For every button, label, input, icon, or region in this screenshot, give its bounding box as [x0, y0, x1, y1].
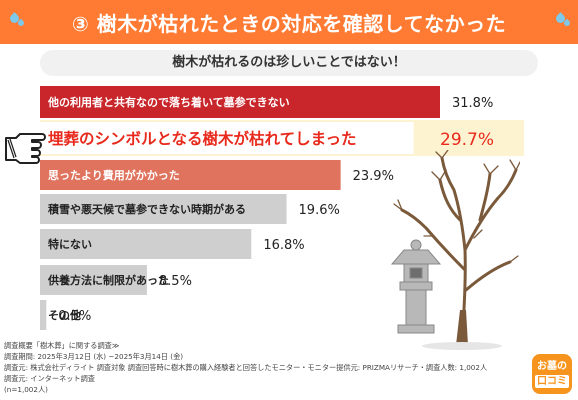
bar [40, 229, 252, 259]
bar-category-label: 特にない [48, 237, 92, 251]
bar-value-label: 19.6% [299, 203, 340, 218]
bar [40, 194, 287, 224]
bar [40, 160, 341, 190]
bar-category-label: 積雪や悪天候で墓参できない時期がある [47, 202, 246, 216]
logo-line-1: お墓の [537, 361, 567, 372]
chart-subtitle-text: 樹木が枯れるのは珍しいことではない！ [172, 55, 406, 70]
survey-footnote: 調査概要「樹木葬」に関する調査≫ 調査期間: 2025年3月12日 (水) ~2… [4, 340, 487, 395]
brand-logo: お墓の 口コミ [532, 354, 572, 394]
bar [40, 86, 440, 118]
footnote-line: 調査概要「樹木葬」に関する調査≫ [4, 341, 120, 350]
bar [40, 265, 147, 295]
bar [40, 300, 47, 330]
bar-category-label: 他の利用者と共有なので落ち着いて墓参できない [47, 95, 290, 109]
bar-value-label: 23.9% [353, 169, 394, 184]
bar-value-label: 16.8% [263, 238, 304, 253]
footnote-line: 調査元: 株式会社ディライト 調査対象 調査回答時に樹木葬の購入経験者と回答した… [4, 363, 488, 372]
bar-category-label: 供養方法に制限があった [47, 273, 169, 287]
page-title: ③ 樹木が枯れたときの対応を確認してなかった [71, 12, 507, 36]
footnote-line: 調査期間: 2025年3月12日 (水) ~2025年3月14日 (金) [4, 352, 184, 361]
bar-value-label: 8.5% [159, 274, 192, 289]
footnote-line: 調査元: インターネット調査 [4, 374, 95, 383]
bar-chart: 他の利用者と共有なので落ち着いて墓参できない 31.8% 埋葬のシンボルとなる樹木が… [40, 86, 524, 330]
bar-value-label: 29.7% [440, 130, 494, 150]
footnote-line: (n=1,002人) [4, 385, 48, 394]
bar-category-label: 思ったより費用がかかった [48, 168, 180, 182]
bar-category-label: 埋葬のシンボルとなる樹木が枯れてしまった [48, 129, 356, 148]
pointing-hand-icon [5, 133, 46, 164]
withered-tree-illustration [390, 150, 520, 350]
bar-value-label: 31.8% [452, 96, 493, 111]
header-banner: ③ 樹木が枯れたときの対応を確認してなかった [0, 0, 578, 44]
stone-lantern-icon [390, 239, 442, 334]
bar-value-label: 0.5% [58, 309, 91, 324]
bar [40, 122, 414, 154]
chart-subtitle: 樹木が枯れるのは珍しいことではない！ [40, 50, 538, 76]
logo-line-2: 口コミ [535, 375, 569, 388]
bar-category-label: その他 [48, 308, 81, 322]
